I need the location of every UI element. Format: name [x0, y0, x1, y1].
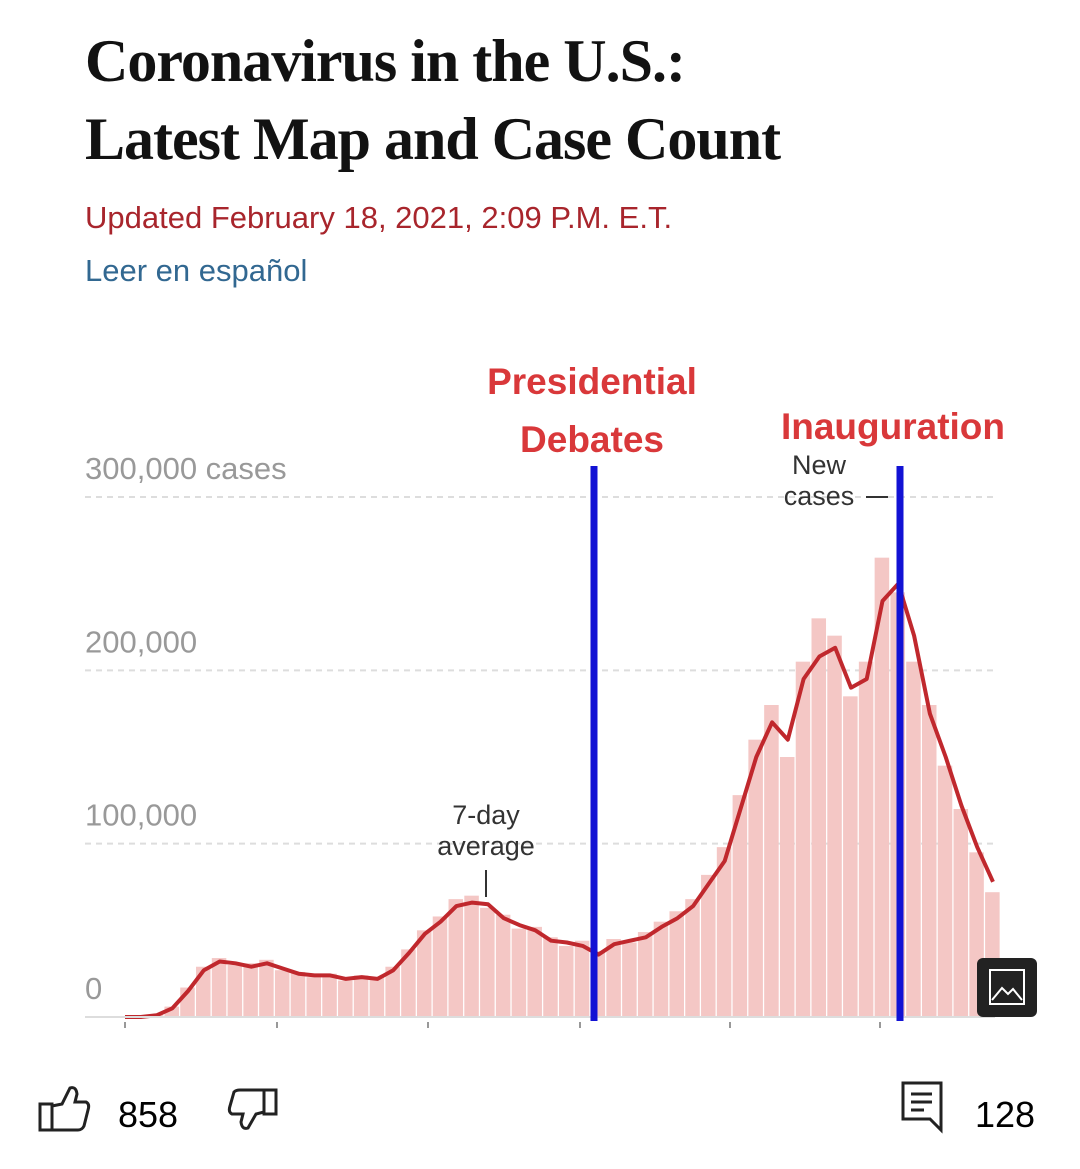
- y-tick-label: 200,000: [85, 624, 197, 659]
- bar: [480, 907, 495, 1017]
- bar: [543, 937, 558, 1017]
- bar: [811, 618, 827, 1017]
- like-count: 858: [118, 1094, 178, 1135]
- bar: [306, 977, 322, 1017]
- bar: [685, 899, 700, 1017]
- bar: [795, 661, 811, 1017]
- x-ticks: [124, 1022, 881, 1028]
- bar: [858, 661, 874, 1017]
- bar: [716, 847, 732, 1017]
- bar: [385, 966, 400, 1017]
- like-icon[interactable]: [38, 1086, 91, 1132]
- bar: [369, 977, 385, 1017]
- annotation: Inauguration: [780, 406, 1006, 447]
- bar: [432, 916, 448, 1017]
- bar: [322, 973, 337, 1017]
- bar: [606, 939, 621, 1017]
- bar: [874, 557, 890, 1017]
- title-line: Coronavirus in the U.S.:: [85, 28, 686, 94]
- bar: [937, 765, 953, 1017]
- bar: [495, 914, 511, 1017]
- bar: [353, 975, 369, 1017]
- bar: [827, 635, 842, 1017]
- headline: Coronavirus in the U.S.: Latest Map and …: [85, 22, 781, 178]
- bar: [211, 958, 227, 1017]
- bar: [764, 705, 779, 1017]
- bar: [259, 959, 274, 1017]
- bar: [511, 928, 527, 1017]
- bar: [748, 739, 763, 1017]
- bar: [416, 930, 432, 1017]
- bar: [448, 899, 464, 1017]
- timestamp: Updated February 18, 2021, 2:09 P.M. E.T…: [85, 200, 673, 235]
- bar: [701, 874, 716, 1017]
- dislike-icon[interactable]: [227, 1088, 278, 1130]
- bar: [653, 921, 669, 1017]
- y-tick-label: 100,000: [85, 798, 197, 833]
- bar: [559, 945, 574, 1017]
- bar: [527, 926, 542, 1017]
- bar: [732, 795, 748, 1017]
- bar: [669, 911, 684, 1017]
- bar: [779, 757, 795, 1017]
- annotation: Presidential Debates: [487, 361, 697, 460]
- bar: [953, 809, 969, 1017]
- bar: [290, 971, 306, 1017]
- bar: [921, 705, 937, 1017]
- series-label: New cases: [783, 450, 855, 511]
- image-button[interactable]: [977, 958, 1037, 1017]
- y-tick-label: 300,000 cases: [85, 451, 287, 486]
- bar: [464, 895, 479, 1017]
- bar: [574, 940, 590, 1017]
- bar: [243, 963, 258, 1017]
- y-tick-label: 0: [85, 971, 102, 1006]
- bar: [906, 661, 921, 1017]
- bar: [338, 980, 353, 1017]
- bar: [196, 966, 211, 1017]
- bar: [843, 696, 858, 1017]
- comment-icon[interactable]: [901, 1081, 943, 1134]
- language-link[interactable]: Leer en español: [85, 253, 308, 288]
- bar: [622, 942, 637, 1017]
- comment-count: 128: [975, 1094, 1035, 1135]
- bar: [401, 949, 416, 1017]
- bar: [274, 970, 290, 1017]
- bar: [227, 965, 243, 1017]
- title-line: Latest Map and Case Count: [85, 106, 781, 172]
- line: [125, 581, 995, 1019]
- series-label: 7-day average: [437, 800, 535, 861]
- bar: [164, 1006, 179, 1017]
- bar: [637, 932, 653, 1017]
